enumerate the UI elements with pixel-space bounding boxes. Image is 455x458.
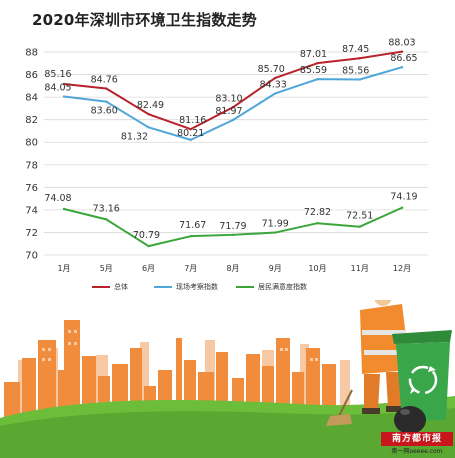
recycling-icon <box>408 365 438 395</box>
data-point <box>400 206 404 209</box>
data-label: 82.49 <box>137 100 164 111</box>
data-point <box>105 100 108 103</box>
series-line <box>63 50 403 131</box>
data-label: 81.16 <box>179 115 206 126</box>
data-point <box>400 50 404 53</box>
y-tick-label: 74 <box>25 205 38 216</box>
data-label: 72.82 <box>304 207 331 218</box>
data-point <box>147 244 150 248</box>
x-tick-label: 6月 <box>142 264 155 273</box>
legend-swatch-field <box>154 286 172 288</box>
legend-swatch-total <box>92 286 110 288</box>
data-label: 84.33 <box>260 79 287 90</box>
legend-swatch-satisfaction <box>236 286 254 288</box>
data-point <box>147 112 150 116</box>
y-tick-label: 70 <box>25 251 38 262</box>
data-label: 87.01 <box>300 49 327 60</box>
data-point <box>231 118 235 122</box>
data-label: 85.56 <box>342 66 369 77</box>
x-tick-label: 10月 <box>308 264 326 273</box>
data-label: 84.76 <box>91 75 118 86</box>
data-label: 73.16 <box>93 203 120 214</box>
line-chart: 70 72 74 76 78 80 82 84 86 88 1月 5月 6月 7月 8月 9月 10月 11月 12… <box>25 38 428 273</box>
brand-subtitle: 奥一网oeeee.com <box>391 448 443 455</box>
data-label: 85.16 <box>44 69 71 80</box>
x-tick-label: 1月 <box>57 264 70 273</box>
data-point <box>316 61 319 65</box>
y-tick-label: 78 <box>25 160 38 171</box>
legend-item-satisfaction: 居民满意度指数 <box>236 282 307 292</box>
legend-item-total: 总体 <box>92 282 128 292</box>
y-tick-label: 86 <box>25 70 38 81</box>
data-point <box>62 82 66 86</box>
data-point <box>274 92 277 95</box>
x-tick-label: 8月 <box>226 264 239 273</box>
brand-logo: 南方都市报 <box>381 432 453 446</box>
data-label: 83.60 <box>91 106 118 117</box>
data-label: 85.59 <box>300 65 327 76</box>
data-label: 72.51 <box>346 211 373 222</box>
data-point <box>62 95 66 98</box>
data-point <box>274 231 277 234</box>
data-point <box>105 218 108 221</box>
data-point <box>316 77 319 81</box>
legend-label-satisfaction: 居民满意度指数 <box>258 283 307 291</box>
data-point <box>358 225 361 228</box>
recycling-bin <box>392 330 452 434</box>
data-label: 85.70 <box>258 64 285 75</box>
y-tick-label: 84 <box>25 93 38 104</box>
data-label: 81.97 <box>215 106 242 117</box>
data-point <box>231 233 235 237</box>
legend-label-total: 总体 <box>114 283 128 291</box>
data-label: 84.05 <box>44 83 71 94</box>
data-point <box>189 127 192 131</box>
data-label: 88.03 <box>388 38 415 49</box>
data-label: 80.21 <box>177 128 204 139</box>
data-point <box>358 57 361 60</box>
y-tick-label: 72 <box>25 228 38 239</box>
trash-bag <box>394 406 426 434</box>
data-label: 71.99 <box>262 219 289 230</box>
y-tick-label: 82 <box>25 115 38 126</box>
data-point <box>105 87 108 90</box>
x-tick-label: 5月 <box>100 264 113 273</box>
data-point <box>316 221 319 225</box>
data-label: 71.79 <box>219 221 246 232</box>
x-tick-label: 12月 <box>393 264 411 273</box>
data-point <box>358 78 361 81</box>
data-label: 81.32 <box>121 131 148 142</box>
x-tick-label: 11月 <box>351 264 369 273</box>
data-point <box>189 234 192 238</box>
data-label: 83.10 <box>215 93 242 104</box>
y-tick-label: 76 <box>25 183 38 194</box>
data-label: 70.79 <box>133 230 160 241</box>
building-windows <box>42 330 318 361</box>
data-point <box>400 66 404 69</box>
data-point <box>189 138 192 142</box>
y-tick-label: 80 <box>25 138 38 149</box>
data-label: 71.67 <box>179 220 206 231</box>
data-point <box>62 207 66 211</box>
data-label: 74.19 <box>390 192 417 203</box>
data-label: 74.08 <box>44 193 71 204</box>
data-label: 87.45 <box>342 44 369 55</box>
data-point <box>231 106 235 109</box>
city-illustration <box>0 300 455 458</box>
chart-title: 2020年深圳市环境卫生指数走势 <box>32 11 257 29</box>
legend-label-field: 现场考察指数 <box>176 283 218 291</box>
legend-item-field: 现场考察指数 <box>154 282 218 292</box>
data-label: 86.65 <box>390 53 417 64</box>
y-tick-label: 88 <box>25 48 38 59</box>
data-point <box>147 126 150 129</box>
x-tick-label: 9月 <box>269 264 282 273</box>
chart-legend: 总体 现场考察指数 居民满意度指数 <box>0 282 455 296</box>
x-tick-label: 7月 <box>184 264 197 273</box>
data-point <box>274 76 277 80</box>
